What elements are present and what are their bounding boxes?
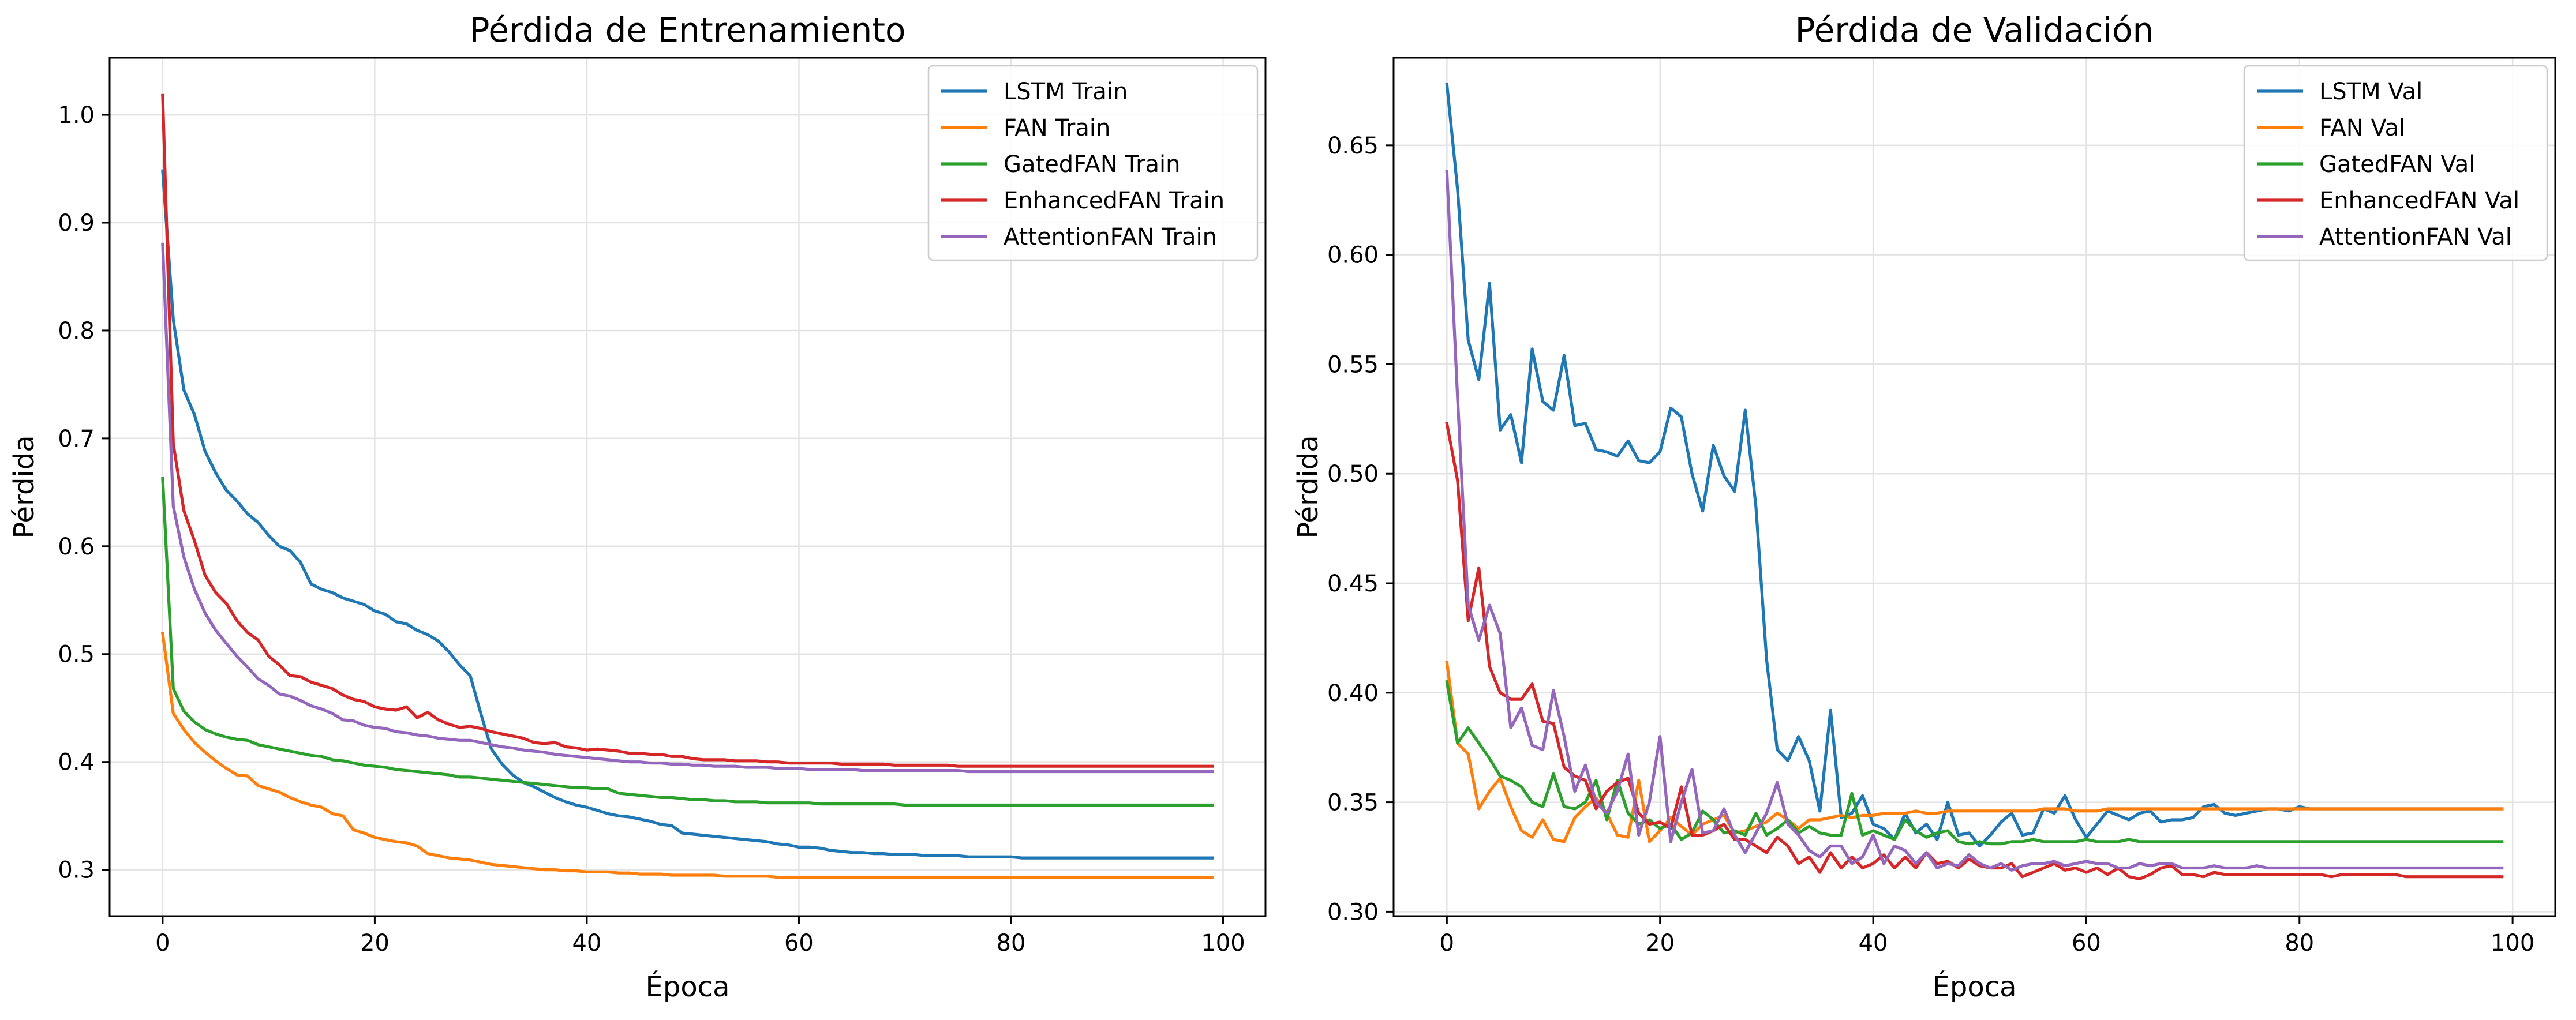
- x-tick-label: 0: [1440, 930, 1454, 957]
- axes-frame: [1392, 57, 2556, 917]
- panel-left: 0 20 40 60 80 100 0.3 0.4 0.5 0.6 0.7 0.8 0.9 1.0 Pérd…: [8, 10, 1267, 1003]
- legend-entry: GatedFAN Train: [1004, 151, 1181, 178]
- series-line-gatedfan-train: [161, 477, 1214, 807]
- y-tick-label: 0.4: [58, 749, 95, 776]
- y-axis-label: Pérdida: [8, 435, 40, 538]
- y-tick-label: 0.65: [1327, 133, 1379, 159]
- y-tick-label: 0.3: [58, 857, 95, 884]
- x-tick-label: 80: [997, 930, 1026, 957]
- y-tick-label: 0.40: [1327, 680, 1379, 707]
- series-line-enhancedfan-val: [1445, 421, 2504, 881]
- x-axis-label: Época: [646, 970, 730, 1003]
- y-tick-label: 0.8: [58, 318, 95, 344]
- chart-title: Pérdida de Validación: [1795, 10, 2154, 50]
- x-tick-label: 0: [155, 930, 170, 957]
- series-line-fan-val: [1445, 660, 2504, 843]
- legend-box: [2243, 65, 2548, 261]
- legend-entry: FAN Train: [1004, 115, 1110, 141]
- legend: LSTM Val FAN Val GatedFAN Val EnhancedFAN V…: [2243, 65, 2548, 261]
- x-tick-label: 80: [2285, 930, 2314, 957]
- x-axis-label: Época: [1933, 970, 2017, 1003]
- y-tick-label: 0.60: [1327, 242, 1379, 269]
- legend-entry: LSTM Train: [1004, 78, 1128, 105]
- legend-entry: AttentionFAN Train: [1004, 224, 1217, 250]
- series-group: [160, 93, 1214, 879]
- y-tick-label: 0.45: [1327, 571, 1379, 597]
- legend: LSTM Train FAN Train GatedFAN Train Enhance…: [927, 65, 1259, 261]
- x-tick-label: 100: [2491, 930, 2534, 957]
- series-line-attentionfan-train: [161, 242, 1214, 774]
- y-tick-label: 0.50: [1327, 461, 1379, 487]
- y-tick-label: 0.7: [58, 426, 95, 452]
- legend-entry: AttentionFAN Val: [2319, 224, 2512, 250]
- x-tick-label: 60: [784, 930, 814, 957]
- y-tick-label: 1.0: [58, 102, 95, 129]
- legend-entry: EnhancedFAN Val: [2319, 187, 2519, 214]
- series-line-fan-train: [160, 632, 1214, 879]
- legend-box: [927, 65, 1259, 261]
- x-tick-label: 60: [2072, 930, 2101, 957]
- x-tick-label: 20: [360, 930, 390, 957]
- y-tick-label: 0.6: [58, 534, 95, 560]
- y-tick-label: 0.9: [58, 210, 95, 237]
- x-tick-label: 100: [1201, 930, 1245, 957]
- axes-frame: [108, 57, 1267, 917]
- series-line-attentionfan-val: [1445, 170, 2504, 872]
- y-tick-label: 0.5: [58, 642, 95, 668]
- x-tick-label: 40: [572, 930, 601, 957]
- x-tick-label: 40: [1859, 930, 1888, 957]
- series-line-lstm-train: [161, 169, 1214, 860]
- series-line-enhancedfan-train: [161, 93, 1214, 768]
- chart-title: Pérdida de Entrenamiento: [469, 10, 905, 50]
- x-tick-label: 20: [1645, 930, 1675, 957]
- legend-entry: EnhancedFAN Train: [1004, 187, 1225, 214]
- legend-entry: GatedFAN Val: [2319, 151, 2475, 178]
- legend-entry: FAN Val: [2319, 115, 2405, 141]
- series-line-gatedfan-val: [1445, 680, 2504, 846]
- legend-entry: LSTM Val: [2319, 78, 2423, 105]
- y-axis-label: Pérdida: [1292, 435, 1324, 538]
- series-group: [1445, 82, 2504, 881]
- y-tick-label: 0.35: [1327, 790, 1379, 816]
- y-tick-label: 0.55: [1327, 351, 1379, 378]
- panel-right: 0 20 40 60 80 100 0.30 0.35 0.40 0.45 0.50 0.55 0.60…: [1292, 10, 2556, 1003]
- y-tick-label: 0.30: [1327, 899, 1379, 925]
